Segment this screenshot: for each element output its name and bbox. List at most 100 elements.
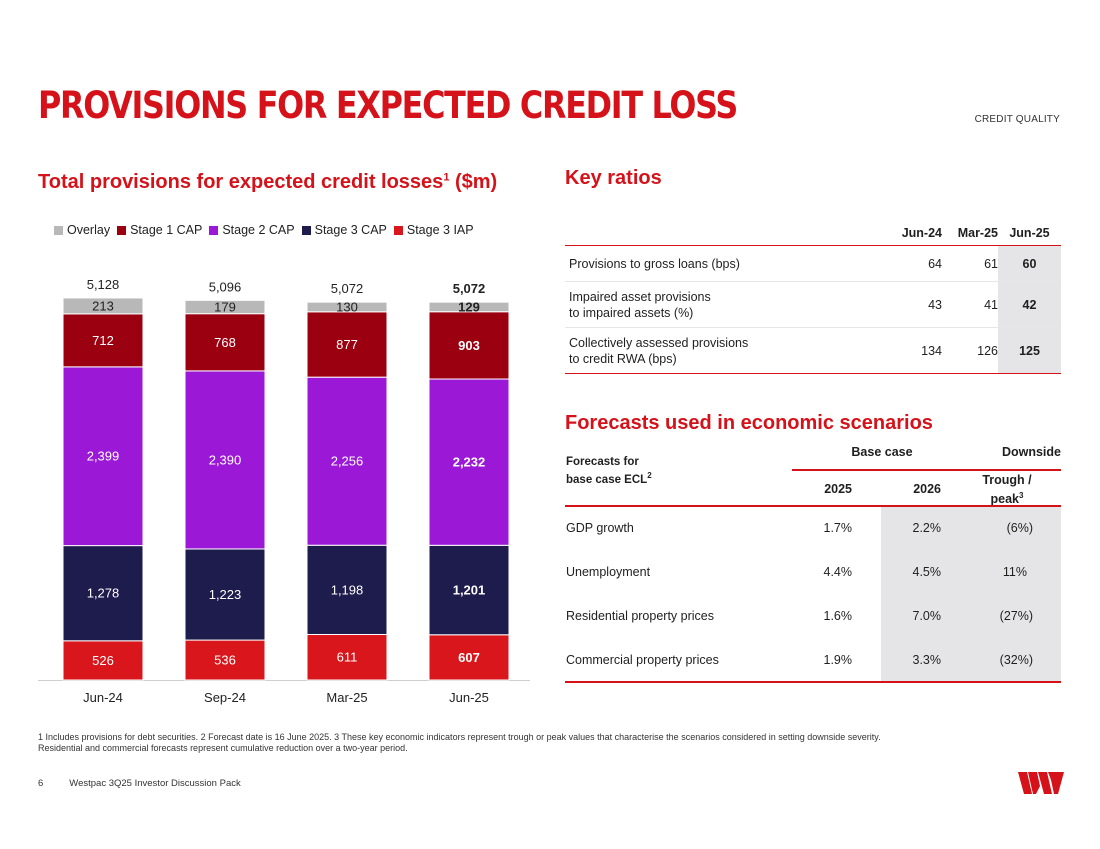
legend-item: Stage 1 CAP — [117, 223, 202, 237]
group-divider — [792, 469, 1061, 471]
cell-highlight: 60 — [998, 246, 1061, 281]
row-label: Commercial property prices — [566, 653, 719, 667]
bar-value-label: 213 — [92, 298, 114, 313]
legend-item: Stage 2 CAP — [209, 223, 295, 237]
col-mar25: Mar-25 — [957, 225, 998, 240]
row-label: Provisions to gross loans (bps) — [569, 256, 740, 271]
table-bottom-rule — [565, 681, 1061, 683]
forecasts-table: Forecasts for base case ECL2 Base case D… — [565, 440, 1061, 683]
bar-segment-stage-2-cap — [428, 378, 510, 546]
bar-value-label: 712 — [92, 333, 114, 348]
footnotes: 1 Includes provisions for debt securitie… — [38, 732, 881, 753]
group-base-case: Base case — [851, 445, 913, 459]
westpac-logo-icon — [1018, 772, 1064, 794]
bar-value-label: 536 — [214, 653, 236, 668]
bar-total-label: 5,072 — [453, 281, 486, 296]
cell: 4.4% — [823, 565, 853, 579]
x-tick-label: Jun-24 — [83, 690, 123, 705]
legend-swatch — [393, 225, 403, 235]
cell: 11% — [1002, 565, 1027, 579]
forecasts-title: Forecasts used in economic scenarios — [565, 412, 933, 434]
legend-swatch — [117, 225, 127, 235]
bar-value-label: 526 — [92, 653, 114, 668]
table-row: Commercial property prices 1.9% 3.3% (32… — [565, 638, 1061, 682]
col-jun24: Jun-24 — [901, 225, 942, 240]
bar-segment-overlay — [184, 299, 266, 315]
bar-segment-stage-1-cap — [62, 313, 144, 368]
section-tag: CREDIT QUALITY — [974, 114, 1060, 125]
bar-segment-stage-1-cap — [306, 311, 388, 378]
bar-segment-stage-3-iap — [62, 640, 144, 681]
bar-segment-stage-3-cap — [62, 545, 144, 642]
legend-label: Stage 3 IAP — [406, 223, 474, 237]
bar-value-label: 1,201 — [453, 583, 486, 598]
page-title: PROVISIONS FOR EXPECTED CREDIT LOSS — [38, 84, 738, 127]
row-label: Residential property prices — [566, 609, 714, 623]
legend-item: Overlay — [54, 223, 110, 237]
legend-swatch — [54, 225, 63, 235]
cell: 3.3% — [912, 653, 942, 667]
bar-segment-stage-3-iap — [428, 634, 510, 681]
bar-total-label: 5,096 — [209, 279, 242, 294]
col-2025: 2025 — [824, 482, 852, 496]
cell: 126 — [977, 343, 998, 358]
bar-value-label: 129 — [458, 299, 480, 314]
bar-value-label: 611 — [337, 650, 358, 665]
row-label: Impaired asset provisions to impaired ass… — [569, 289, 711, 320]
bar-total-label: 5,072 — [331, 281, 364, 296]
footer: 6 Westpac 3Q25 Investor Discussion Pack — [38, 778, 241, 789]
group-downside: Downside — [1001, 445, 1061, 459]
bar-segment-stage-3-cap — [184, 548, 266, 641]
chart-title: Total provisions for expected credit los… — [38, 171, 498, 193]
legend-label: Stage 3 CAP — [314, 223, 387, 237]
cell: 134 — [921, 343, 942, 358]
key-ratios-header: Jun-24 Mar-25 Jun-25 — [565, 220, 1061, 246]
key-ratios-title: Key ratios — [565, 167, 662, 189]
document-name: Westpac 3Q25 Investor Discussion Pack — [69, 778, 241, 789]
cell: 41 — [984, 297, 998, 312]
bar-segment-stage-1-cap — [428, 311, 510, 380]
forecasts-row-header: Forecasts for base case ECL2 — [566, 456, 652, 486]
cell: 4.5% — [912, 565, 942, 579]
bar-value-label: 607 — [458, 650, 480, 665]
cell: 1.6% — [823, 609, 853, 623]
bar-value-label: 130 — [336, 299, 358, 314]
page-number: 6 — [38, 778, 44, 789]
bar-value-label: 2,399 — [87, 449, 120, 464]
header-divider — [565, 505, 1061, 507]
x-tick-label: Sep-24 — [204, 690, 246, 705]
bar-value-label: 1,223 — [209, 587, 242, 602]
legend-label: Stage 2 CAP — [222, 223, 295, 237]
row-label: GDP growth — [566, 521, 634, 535]
bar-value-label: 877 — [336, 337, 358, 352]
legend-item: Stage 3 IAP — [393, 223, 474, 237]
x-tick-label: Jun-25 — [449, 690, 489, 705]
bar-segment-stage-3-iap — [306, 633, 388, 681]
bar-value-label: 1,198 — [331, 582, 364, 597]
cell-highlight: 42 — [998, 282, 1061, 327]
cell: (32%) — [999, 653, 1033, 667]
bar-value-label: 768 — [214, 335, 236, 350]
cell: 43 — [928, 297, 942, 312]
cell: 7.0% — [912, 609, 942, 623]
bar-segment-overlay — [62, 297, 144, 315]
col-trough-peak: Trough / peak3 — [982, 473, 1032, 507]
chart-legend: Overlay Stage 1 CAP Stage 2 CAP Stage 3 CAP… — [54, 223, 475, 237]
row-label: Collectively assessed provisions to credi… — [569, 335, 749, 366]
table-row: GDP growth 1.7% 2.2% (6%) — [565, 506, 1061, 550]
legend-swatch — [209, 225, 219, 235]
table-row: Provisions to gross loans (bps) 64 61 60 — [565, 246, 1061, 282]
key-ratios-table: Jun-24 Mar-25 Jun-25 Provisions to gross… — [565, 220, 1061, 374]
bar-segment-stage-3-cap — [306, 544, 388, 635]
cell: 1.7% — [823, 521, 853, 535]
bar-segment-stage-2-cap — [306, 376, 388, 546]
stacked-bar-chart: 526 1,278 2,399 712 213 5,128 Jun-24 536 1,223 2,… — [38, 277, 530, 705]
table-row: Impaired asset provisions to impaired ass… — [565, 282, 1061, 328]
cell: 61 — [984, 256, 998, 271]
row-label: Unemployment — [566, 565, 651, 579]
bar-total-label: 5,128 — [87, 277, 120, 292]
legend-swatch — [301, 225, 311, 235]
cell: 1.9% — [823, 653, 853, 667]
cell-highlight: 125 — [998, 328, 1061, 373]
col-jun25: Jun-25 — [1009, 225, 1050, 240]
